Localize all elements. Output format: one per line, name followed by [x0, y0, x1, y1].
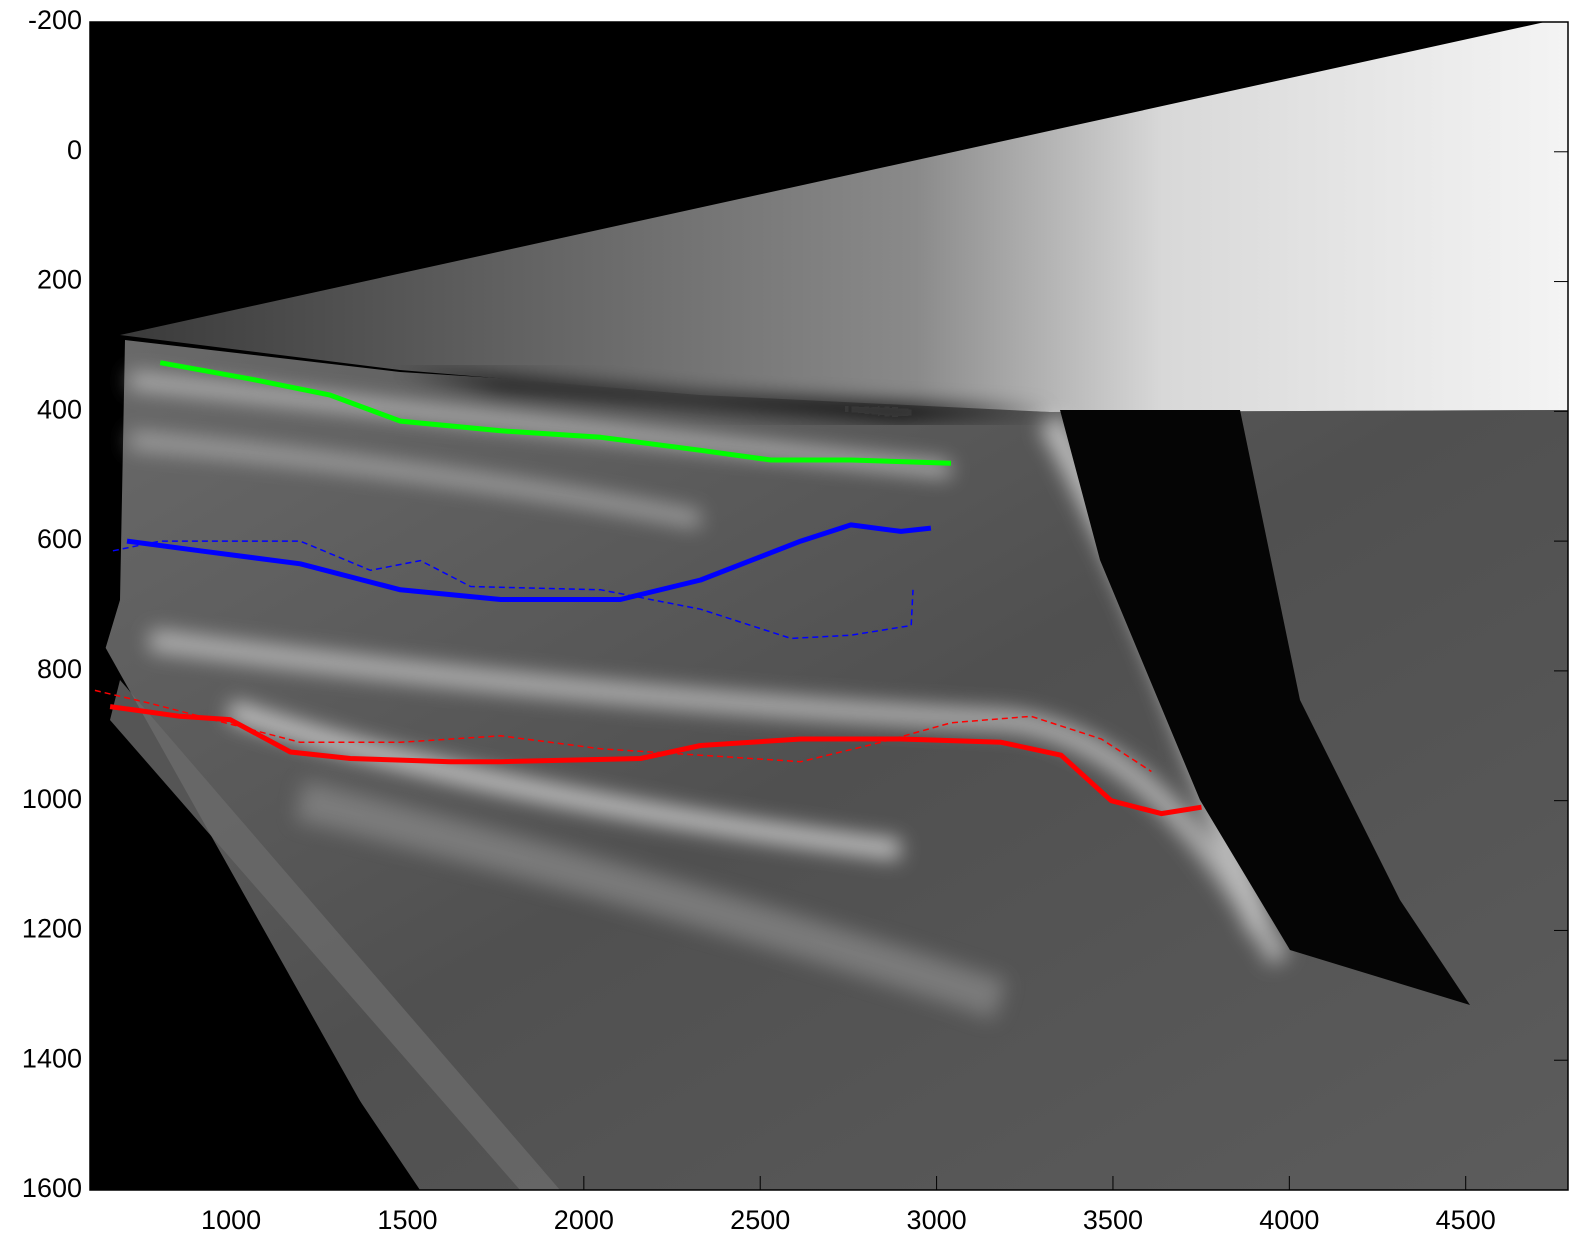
line-series — [112, 540, 914, 640]
x-tick-label: 2000 — [554, 1205, 614, 1235]
axes-frame — [89, 21, 1569, 1191]
x-tick-label: 3500 — [1083, 1205, 1143, 1235]
y-tick-label: 800 — [37, 654, 82, 684]
y-tick-label: 400 — [37, 394, 82, 424]
y-tick-label: 1600 — [22, 1173, 82, 1203]
x-tick-label: 4500 — [1436, 1205, 1496, 1235]
y-tick-label: 1400 — [22, 1043, 82, 1073]
y-tick-label: 1000 — [22, 784, 82, 814]
line-series — [126, 522, 932, 602]
y-tick-label: -200 — [28, 5, 82, 35]
x-tick-label: 3000 — [907, 1205, 967, 1235]
x-tick-label: 1000 — [201, 1205, 261, 1235]
x-tick-label: 4000 — [1259, 1205, 1319, 1235]
line-series — [159, 360, 952, 466]
y-tick-label: 1200 — [22, 914, 82, 944]
y-tick-label: 200 — [37, 265, 82, 295]
line-series — [94, 689, 1152, 773]
line-series — [109, 704, 1202, 817]
background-image — [90, 22, 1568, 1190]
x-tick-label: 2500 — [730, 1205, 790, 1235]
y-tick-label: 600 — [37, 524, 82, 554]
x-tick-label: 1500 — [377, 1205, 437, 1235]
y-tick-label: 0 — [67, 135, 82, 165]
